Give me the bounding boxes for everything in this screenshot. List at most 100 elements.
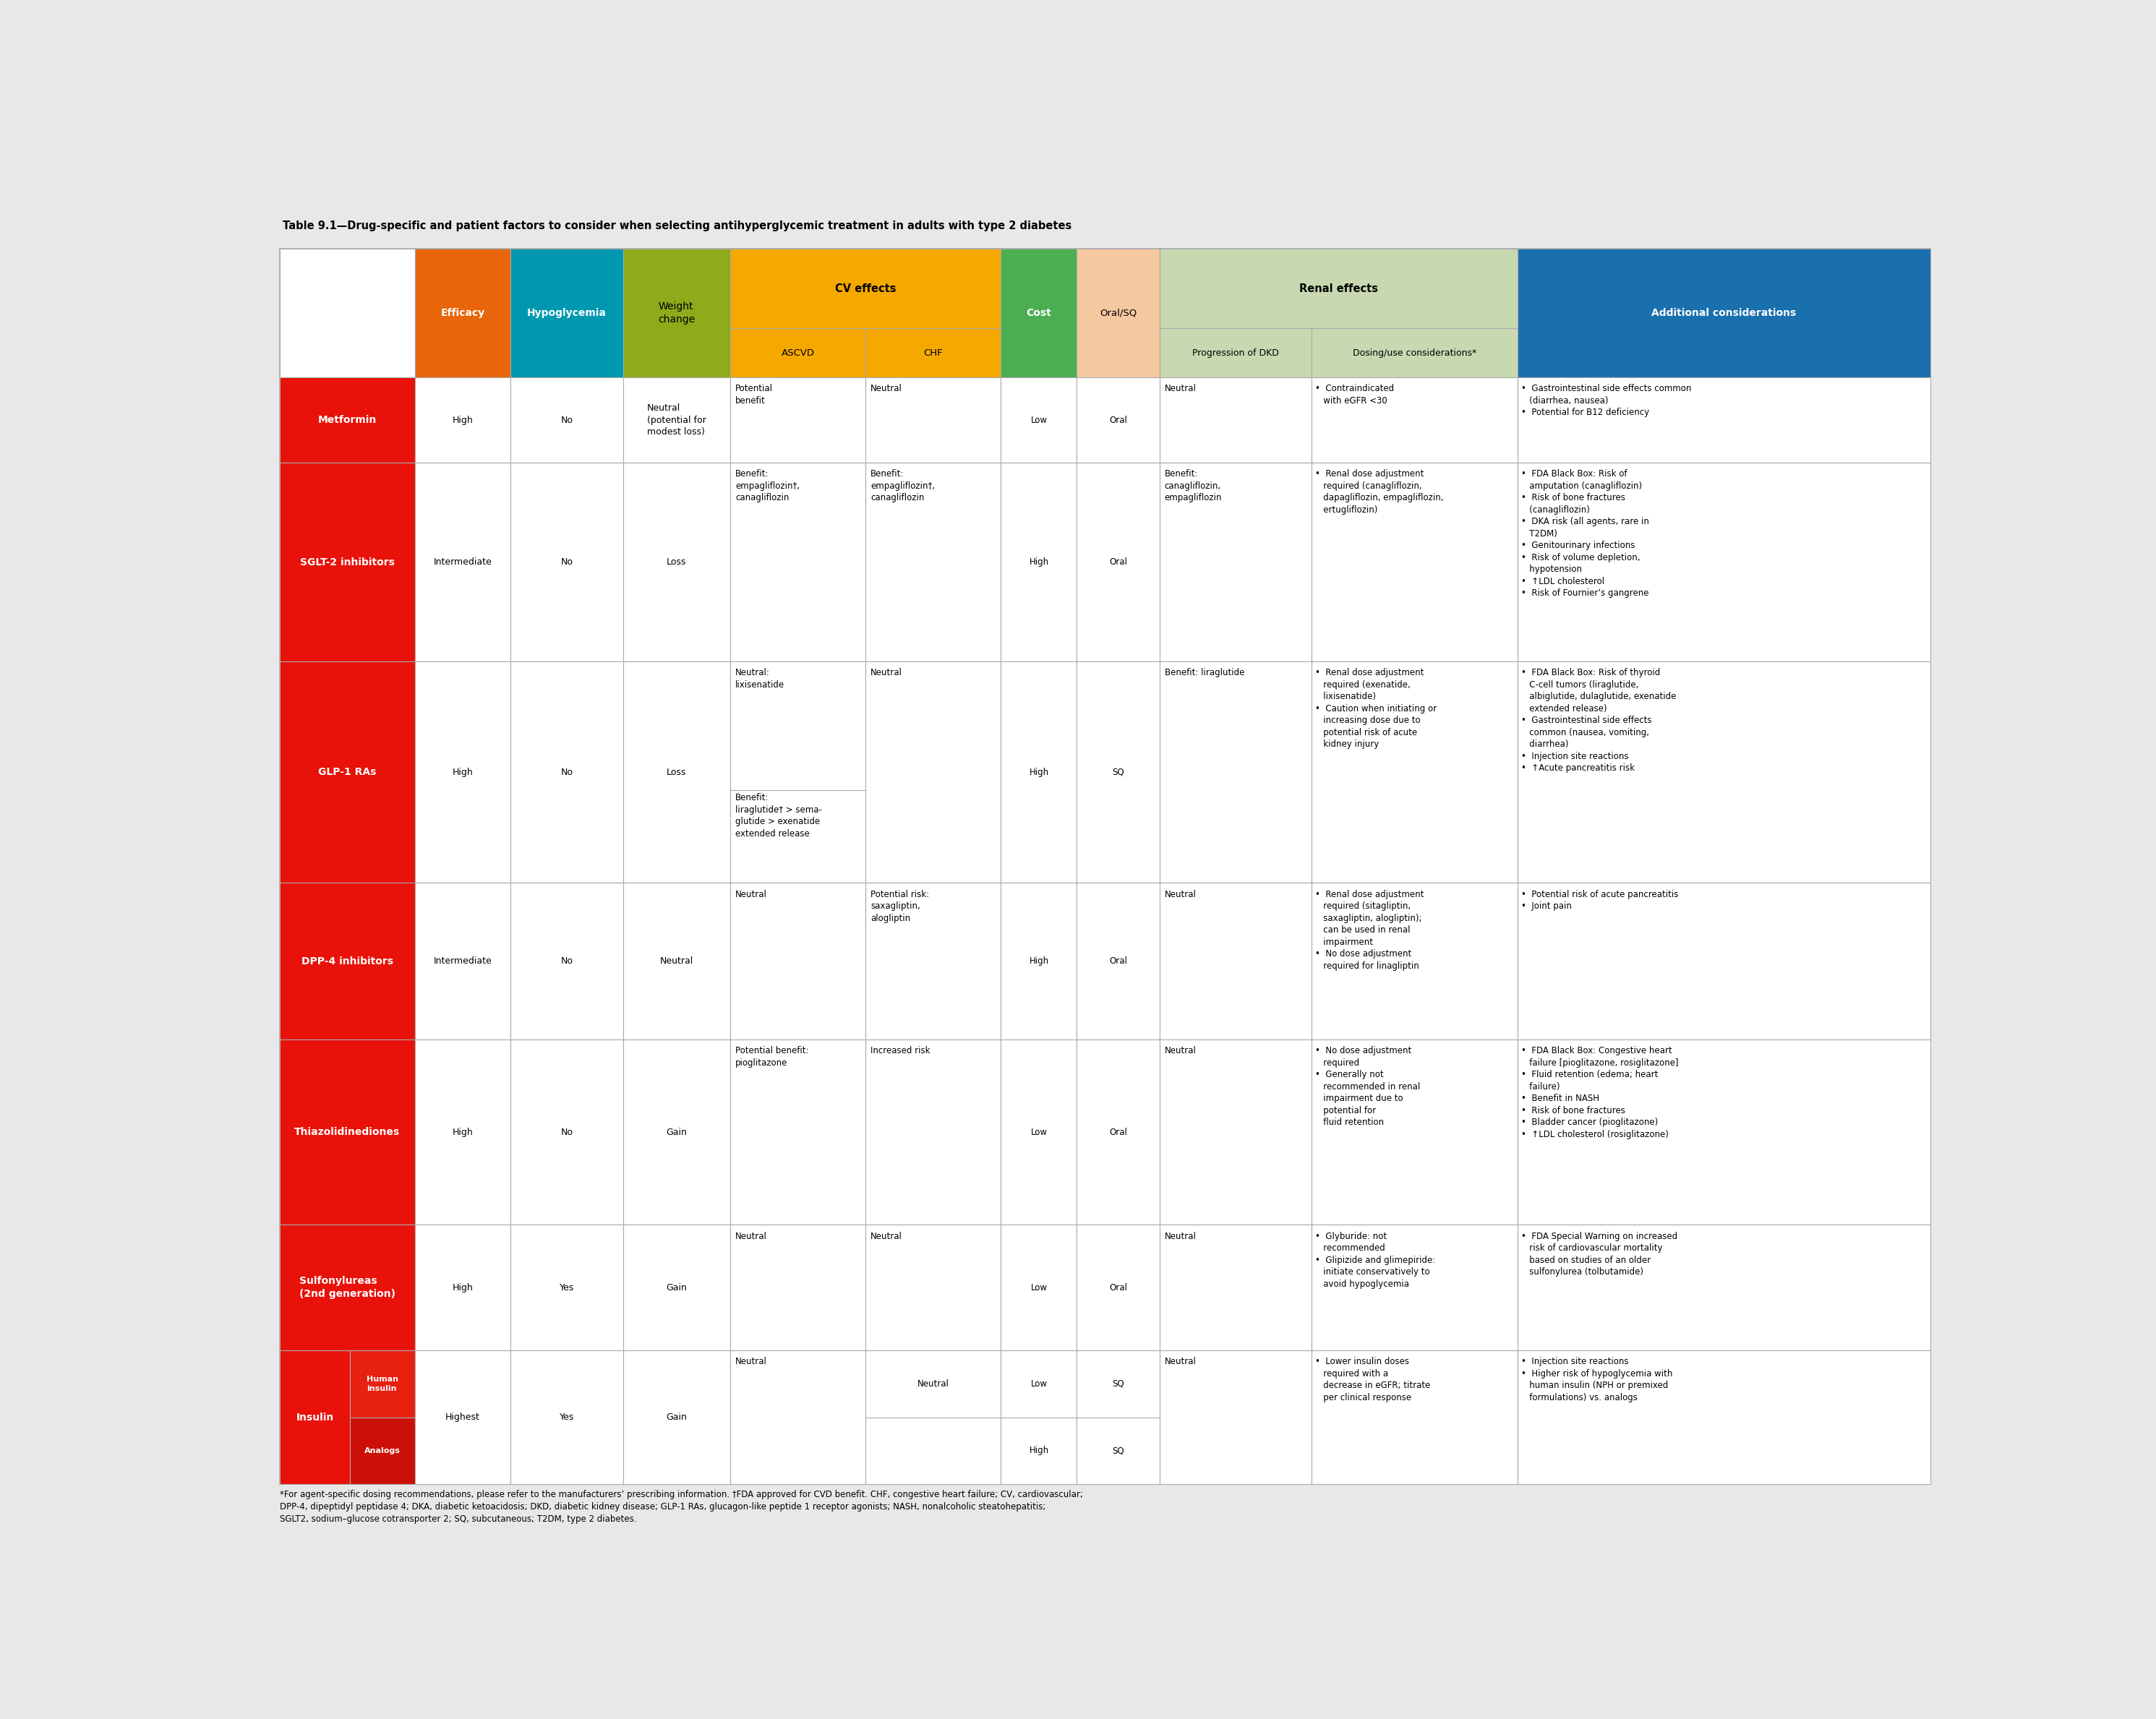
Bar [865,249,1000,376]
Bar [1076,1351,1160,1483]
Text: Gain: Gain [666,1413,688,1422]
Bar [1518,376,1930,462]
Text: Yes: Yes [561,1282,573,1293]
Text: Highest: Highest [446,1413,481,1422]
Text: High: High [453,767,472,777]
Text: High: High [1028,767,1048,777]
Bar [1160,1224,1311,1351]
Text: SGLT-2 inhibitors: SGLT-2 inhibitors [300,557,395,567]
Bar [731,376,865,462]
Text: Thiazolidinediones: Thiazolidinediones [295,1128,401,1138]
Bar [1311,376,1518,462]
Bar [414,662,511,884]
Bar [731,249,865,376]
Bar [623,376,731,462]
Bar [865,662,1000,884]
Bar [623,884,731,1040]
Bar [1000,1040,1076,1224]
Bar [1160,462,1311,662]
Text: Table 9.1—Drug-specific and patient factors to consider when selecting antihyper: Table 9.1—Drug-specific and patient fact… [282,220,1072,230]
Text: Hypoglycemia: Hypoglycemia [526,308,606,318]
Text: Increased risk: Increased risk [871,1047,929,1055]
Text: Dosing/use considerations*: Dosing/use considerations* [1352,349,1477,358]
Text: Benefit:
empagliflozin†,
canagliflozin: Benefit: empagliflozin†, canagliflozin [735,469,800,502]
Bar [623,1224,731,1351]
Bar [511,462,623,662]
Text: Analogs: Analogs [364,1447,401,1454]
Text: SQ: SQ [1112,1379,1123,1389]
Bar [1311,884,1518,1040]
Bar [865,462,1000,662]
Bar [511,662,623,884]
Text: Oral/SQ: Oral/SQ [1100,308,1136,318]
Bar [1000,884,1076,1040]
Bar [1160,1040,1311,1224]
Text: Benefit: liraglutide: Benefit: liraglutide [1164,669,1244,677]
Text: Oral: Oral [1108,956,1128,966]
Bar [1000,1224,1076,1351]
Bar [1518,1224,1930,1351]
Text: Neutral: Neutral [660,956,694,966]
Bar [1000,376,1076,462]
Text: CV effects: CV effects [834,284,897,294]
Text: High: High [453,1282,472,1293]
Text: •  Lower insulin doses
   required with a
   decrease in eGFR; titrate
   per cl: • Lower insulin doses required with a de… [1315,1356,1429,1403]
Bar [1311,328,1518,376]
Text: •  Gastrointestinal side effects common
   (diarrhea, nausea)
•  Potential for B: • Gastrointestinal side effects common (… [1522,383,1690,418]
Bar [1518,1040,1930,1224]
Text: Sulfonylureas
(2nd generation): Sulfonylureas (2nd generation) [300,1275,395,1300]
Text: •  FDA Black Box: Risk of thyroid
   C-cell tumors (liraglutide,
   albiglutide,: • FDA Black Box: Risk of thyroid C-cell … [1522,669,1675,774]
Text: Neutral: Neutral [918,1379,949,1389]
Bar [731,462,865,662]
Bar [1076,249,1160,376]
Bar [414,884,511,1040]
Text: Gain: Gain [666,1282,688,1293]
Bar [1076,884,1160,1040]
Bar [731,1224,865,1351]
Text: No: No [561,1128,573,1136]
Bar [1000,249,1076,376]
Text: •  Potential risk of acute pancreatitis
•  Joint pain: • Potential risk of acute pancreatitis •… [1522,889,1677,911]
Text: Yes: Yes [561,1413,573,1422]
Text: •  Contraindicated
   with eGFR <30: • Contraindicated with eGFR <30 [1315,383,1393,406]
Bar [280,376,414,462]
Bar [511,1224,623,1351]
Text: •  FDA Black Box: Risk of
   amputation (canagliflozin)
•  Risk of bone fracture: • FDA Black Box: Risk of amputation (can… [1522,469,1649,598]
Bar [1518,462,1930,662]
Text: Efficacy: Efficacy [440,308,485,318]
Text: Gain: Gain [666,1128,688,1136]
Text: •  Renal dose adjustment
   required (exenatide,
   lixisenatide)
•  Caution whe: • Renal dose adjustment required (exenat… [1315,669,1436,749]
Text: Metformin: Metformin [317,414,377,425]
Text: High: High [1028,557,1048,567]
Text: No: No [561,767,573,777]
Text: Low: Low [1031,1128,1048,1136]
Bar [414,376,511,462]
Bar [1518,662,1930,884]
Text: Potential risk:
saxagliptin,
alogliptin: Potential risk: saxagliptin, alogliptin [871,889,929,923]
Bar [414,1351,511,1483]
Bar [623,462,731,662]
Bar [280,1040,414,1224]
Text: Intermediate: Intermediate [433,956,492,966]
Bar [623,249,731,376]
Text: Oral: Oral [1108,1128,1128,1136]
Bar [731,884,865,1040]
Text: Neutral: Neutral [871,669,903,677]
Text: Neutral: Neutral [735,889,768,899]
Text: Weight
change: Weight change [658,301,694,325]
Bar [280,1224,414,1351]
Text: Loss: Loss [666,557,686,567]
Bar [1311,662,1518,884]
Bar [865,1351,1000,1483]
Text: Oral: Oral [1108,557,1128,567]
Text: SQ: SQ [1112,767,1123,777]
Text: Neutral: Neutral [871,383,903,394]
Bar [414,462,511,662]
Bar [511,249,623,376]
Bar [731,249,1000,328]
Bar [414,249,511,376]
Bar [865,328,1000,376]
Bar [1160,376,1311,462]
Text: Intermediate: Intermediate [433,557,492,567]
Bar [1000,462,1076,662]
